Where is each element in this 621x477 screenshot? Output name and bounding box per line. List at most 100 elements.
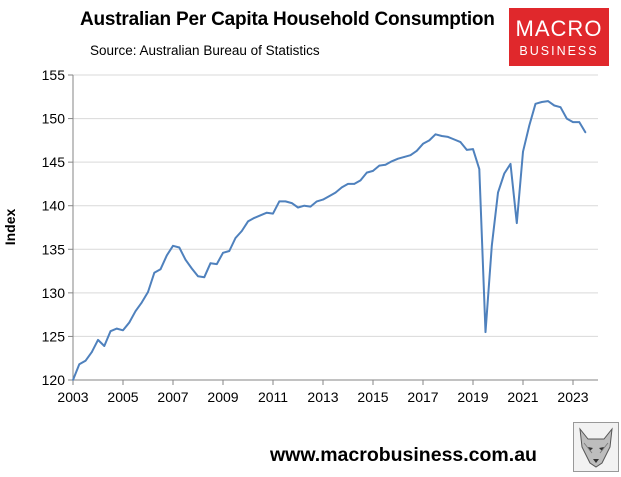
y-tick-label: 155 (42, 67, 66, 83)
data-point (197, 275, 199, 278)
data-point (359, 179, 362, 182)
data-point (372, 170, 374, 172)
data-point (484, 331, 487, 333)
data-point (278, 200, 281, 203)
x-tick-label: 2009 (207, 389, 238, 405)
y-tick-label: 140 (42, 198, 66, 214)
data-point (378, 164, 381, 167)
data-point (266, 211, 268, 214)
data-point (453, 138, 456, 141)
data-point (366, 171, 368, 174)
data-point (409, 154, 412, 156)
data-point (253, 217, 256, 219)
data-point (128, 321, 131, 324)
data-point (153, 272, 156, 274)
x-tick-label: 2013 (307, 389, 338, 405)
data-point (272, 212, 274, 215)
data-point (109, 330, 112, 333)
data-point (241, 230, 243, 232)
data-point (534, 103, 537, 105)
x-tick-label: 2005 (107, 389, 138, 405)
grid-lines (73, 74, 598, 337)
chart-title: Australian Per Capita Household Consumpt… (80, 9, 495, 30)
data-point (316, 200, 318, 203)
data-point (122, 329, 124, 332)
data-point (209, 262, 212, 265)
y-tick-label: 130 (42, 285, 66, 301)
data-point (472, 148, 474, 150)
data-point (141, 301, 143, 304)
logo-line-2: BUSINESS (519, 44, 599, 58)
data-point (166, 254, 168, 257)
x-tick-label: 2017 (407, 389, 438, 405)
data-point (284, 200, 287, 203)
x-tick-labels: 2003 2005 2007 2009 2011 2013 2015 2017 2019 2021… (57, 389, 588, 405)
data-point (503, 172, 506, 175)
data-point (347, 183, 349, 185)
data-point (566, 117, 568, 120)
data-point (516, 222, 518, 224)
data-point (178, 246, 181, 249)
data-point (309, 205, 312, 208)
data-point (291, 202, 293, 204)
data-point (222, 252, 224, 254)
data-point (228, 250, 231, 252)
chart-source: Source: Australian Bureau of Statistics (90, 43, 320, 58)
data-point (384, 164, 387, 166)
data-point (134, 310, 137, 313)
data-point (441, 135, 443, 137)
data-point (303, 204, 306, 207)
data-point (459, 141, 462, 143)
data-point (353, 183, 356, 185)
data-point (84, 360, 87, 362)
data-point (328, 195, 331, 197)
y-tick-labels: 120 125 130 135 140 145 150 155 (42, 67, 66, 388)
data-point (216, 263, 218, 265)
macrobusiness-logo[interactable]: MACRO BUSINESS (509, 8, 609, 66)
x-tick-label: 2023 (557, 389, 588, 405)
data-point (103, 345, 106, 347)
chart-axes (68, 74, 598, 385)
data-point (297, 206, 299, 209)
data-point (428, 139, 431, 142)
x-tick-label: 2007 (157, 389, 188, 405)
data-point (466, 149, 468, 151)
y-tick-label: 145 (42, 154, 66, 170)
x-tick-label: 2015 (357, 389, 388, 405)
data-point (147, 291, 149, 293)
y-tick-label: 125 (42, 328, 66, 344)
y-tick-label: 135 (42, 241, 66, 257)
data-point (559, 106, 562, 108)
x-tick-label: 2011 (258, 389, 288, 405)
data-point (78, 363, 81, 366)
data-point (191, 267, 193, 270)
data-point (572, 121, 574, 123)
data-point (578, 121, 581, 123)
y-axis-label: Index (2, 209, 18, 246)
data-point (416, 150, 418, 152)
data-point (491, 245, 493, 247)
data-point (159, 268, 162, 271)
series-line-0 (72, 100, 587, 381)
data-point (97, 339, 99, 341)
data-point (203, 276, 206, 279)
data-point (509, 163, 512, 165)
x-tick-label: 2003 (57, 389, 88, 405)
data-point (528, 124, 531, 127)
data-point (541, 101, 543, 103)
website-url[interactable]: www.macrobusiness.com.au (270, 444, 537, 466)
data-point (322, 198, 324, 201)
data-point (341, 186, 343, 189)
x-tick-label: 2019 (457, 389, 488, 405)
wolf-icon (573, 422, 619, 472)
data-point (184, 258, 187, 261)
data-point (397, 157, 399, 160)
data-point (116, 327, 118, 330)
data-point (391, 160, 393, 163)
x-tick-label: 2021 (507, 389, 538, 405)
data-point (522, 150, 524, 153)
data-point (584, 131, 587, 134)
data-point (434, 133, 437, 136)
data-point (259, 214, 262, 217)
